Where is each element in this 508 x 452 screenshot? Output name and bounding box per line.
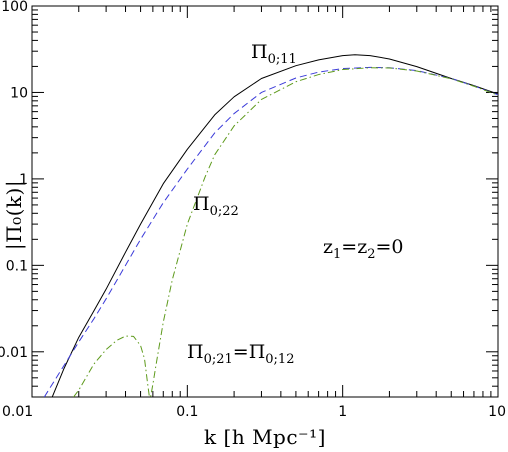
redshift-label: z1=z2=0 [323, 236, 404, 262]
y-tick-label: 0.01 [0, 345, 28, 361]
x-axis-label: k [h Mpc⁻¹] [204, 425, 326, 449]
x-tick-label: 0.1 [176, 404, 198, 420]
series-line-pi11 [51, 54, 498, 397]
plot-frame [31, 5, 499, 398]
series-label-pi11: Π0;11 [251, 41, 297, 67]
x-tick-label: 0.01 [2, 404, 33, 420]
y-tick-label: 100 [1, 0, 28, 15]
y-tick-label: 10 [10, 85, 28, 101]
y-axis-label: |Π₀(k)| [2, 180, 27, 250]
y-tick-label: 0.1 [6, 258, 28, 274]
x-tick-label: 10 [488, 404, 506, 420]
series-line-pi21 [73, 67, 498, 397]
y-tick-label: 1 [19, 172, 28, 188]
ticks [31, 6, 498, 398]
x-tick-label: 1 [338, 404, 347, 420]
series-lines [43, 54, 498, 397]
series-label-pi22: Π0;22 [193, 193, 239, 219]
tick-labels: 0.01 0.1 1 10 0.01 0.1 1 10 100 [0, 0, 506, 420]
series-label-pi21: Π0;21=Π0;12 [187, 341, 294, 367]
series-line-pi22 [43, 66, 498, 397]
